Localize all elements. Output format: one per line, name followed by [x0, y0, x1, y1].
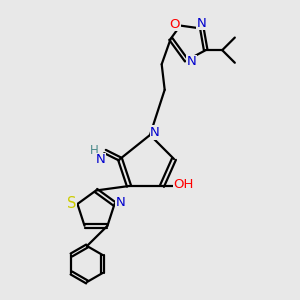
Text: N: N	[197, 17, 207, 30]
Text: N: N	[116, 196, 125, 209]
Text: N: N	[187, 56, 197, 68]
Text: N: N	[150, 126, 160, 139]
Text: O: O	[169, 18, 180, 31]
Text: S: S	[67, 196, 76, 211]
Text: OH: OH	[173, 178, 194, 191]
Text: N: N	[96, 153, 105, 167]
Text: H: H	[90, 143, 99, 157]
